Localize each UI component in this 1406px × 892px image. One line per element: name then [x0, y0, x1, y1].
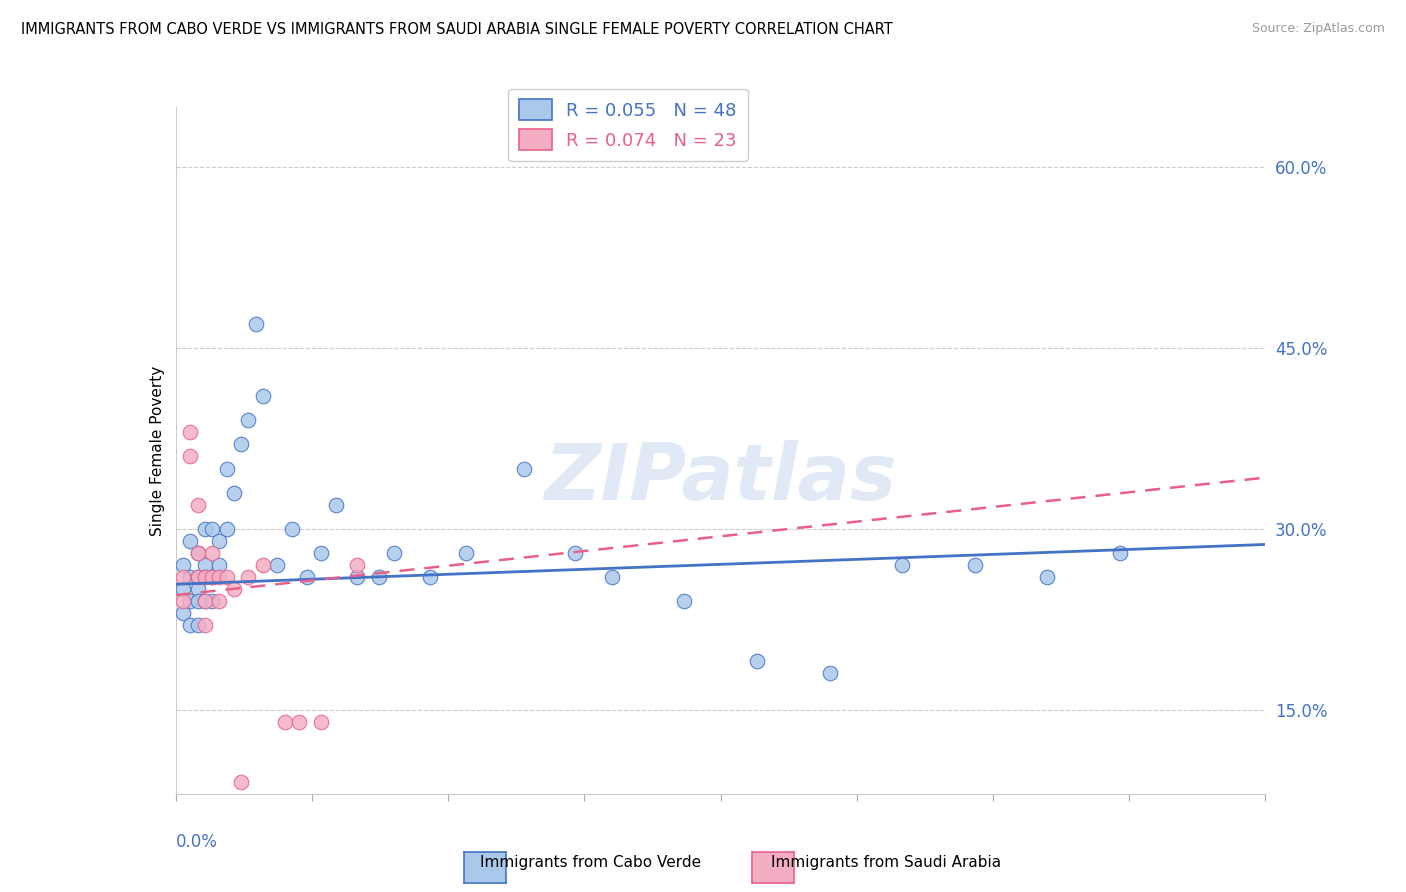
- Point: [172, 582, 194, 596]
- Point: [231, 774, 253, 789]
- Point: [186, 546, 209, 560]
- Y-axis label: Single Female Poverty: Single Female Poverty: [149, 366, 165, 535]
- Point: [201, 570, 224, 584]
- Point: [564, 546, 586, 560]
- Point: [179, 570, 201, 584]
- Point: [419, 570, 441, 584]
- Point: [186, 618, 209, 632]
- Point: [382, 546, 405, 560]
- Text: Immigrants from Saudi Arabia: Immigrants from Saudi Arabia: [770, 855, 1001, 870]
- Point: [186, 582, 209, 596]
- Point: [179, 450, 201, 464]
- Point: [222, 485, 245, 500]
- Point: [201, 522, 224, 536]
- Point: [288, 714, 311, 729]
- Point: [208, 533, 231, 548]
- Point: [179, 618, 201, 632]
- Point: [325, 498, 347, 512]
- Point: [1109, 546, 1132, 560]
- Point: [673, 594, 696, 608]
- Point: [186, 570, 209, 584]
- Point: [346, 570, 368, 584]
- Point: [208, 594, 231, 608]
- Text: Source: ZipAtlas.com: Source: ZipAtlas.com: [1251, 22, 1385, 36]
- Point: [368, 570, 391, 584]
- Point: [186, 546, 209, 560]
- Point: [172, 558, 194, 572]
- Text: 0.0%: 0.0%: [176, 833, 218, 851]
- Point: [172, 570, 194, 584]
- Point: [215, 522, 238, 536]
- Point: [208, 570, 231, 584]
- Point: [194, 594, 217, 608]
- Point: [208, 558, 231, 572]
- Point: [186, 594, 209, 608]
- Point: [186, 570, 209, 584]
- Point: [179, 533, 201, 548]
- Point: [194, 558, 217, 572]
- Point: [215, 461, 238, 475]
- Point: [963, 558, 986, 572]
- Point: [222, 582, 245, 596]
- Point: [231, 437, 253, 451]
- Point: [818, 666, 841, 681]
- Point: [201, 594, 224, 608]
- Point: [1036, 570, 1059, 584]
- Point: [745, 654, 768, 668]
- Point: [295, 570, 318, 584]
- Point: [201, 546, 224, 560]
- Point: [238, 570, 260, 584]
- Point: [172, 594, 194, 608]
- Point: [194, 522, 217, 536]
- Point: [194, 570, 217, 584]
- Point: [215, 570, 238, 584]
- Point: [891, 558, 914, 572]
- Point: [179, 594, 201, 608]
- Point: [186, 498, 209, 512]
- Point: [513, 461, 536, 475]
- Point: [179, 425, 201, 440]
- Point: [346, 558, 368, 572]
- Text: ZIPatlas: ZIPatlas: [544, 440, 897, 516]
- Point: [194, 570, 217, 584]
- Point: [245, 317, 267, 331]
- Text: Immigrants from Cabo Verde: Immigrants from Cabo Verde: [479, 855, 702, 870]
- Point: [309, 546, 332, 560]
- Point: [238, 413, 260, 427]
- Point: [201, 570, 224, 584]
- Point: [252, 389, 274, 403]
- Point: [252, 558, 274, 572]
- Text: IMMIGRANTS FROM CABO VERDE VS IMMIGRANTS FROM SAUDI ARABIA SINGLE FEMALE POVERTY: IMMIGRANTS FROM CABO VERDE VS IMMIGRANTS…: [21, 22, 893, 37]
- Point: [194, 618, 217, 632]
- Legend: R = 0.055   N = 48, R = 0.074   N = 23: R = 0.055 N = 48, R = 0.074 N = 23: [509, 88, 748, 161]
- Point: [281, 522, 304, 536]
- Point: [309, 714, 332, 729]
- Point: [274, 714, 297, 729]
- Point: [456, 546, 478, 560]
- Point: [266, 558, 288, 572]
- Point: [600, 570, 623, 584]
- Point: [172, 606, 194, 620]
- Point: [194, 594, 217, 608]
